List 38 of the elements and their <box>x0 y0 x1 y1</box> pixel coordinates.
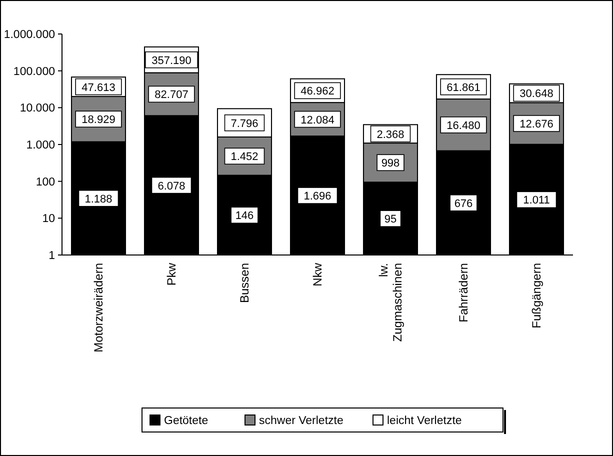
data-label: 676 <box>454 198 473 210</box>
legend-label: schwer Verletzte <box>259 415 344 427</box>
y-tick-label: 1.000 <box>26 140 55 152</box>
data-label: 12.676 <box>520 118 554 130</box>
data-label: 95 <box>384 214 397 226</box>
x-tick-label: Motorzweirädern <box>92 263 106 352</box>
y-tick-label: 1 <box>48 250 55 262</box>
x-tick-label: Nkw <box>310 262 324 286</box>
data-label: 146 <box>235 210 254 222</box>
x-tick-label: Fußgängern <box>530 263 544 328</box>
data-label: 12.084 <box>300 114 334 126</box>
data-label: 2.368 <box>376 128 404 141</box>
data-label: 82.707 <box>154 89 188 102</box>
data-label: 1.452 <box>230 151 258 164</box>
data-label: 357.190 <box>152 54 192 67</box>
data-label: 998 <box>381 158 400 170</box>
data-label: 1.696 <box>304 190 332 203</box>
x-tick-label: Fahrrädern <box>456 263 470 322</box>
y-tick-label: 100 <box>36 176 55 188</box>
data-label: 7.796 <box>230 118 258 130</box>
x-tick-label: lw. Zugmaschinen <box>376 263 404 342</box>
data-label: 1.188 <box>84 193 112 206</box>
data-label: 47.613 <box>82 82 116 94</box>
data-label: 1.011 <box>523 194 550 207</box>
data-label: 16.480 <box>446 120 480 132</box>
y-tick-label: 100.000 <box>13 66 55 78</box>
legend-label: leicht Verletzte <box>387 415 462 427</box>
data-label: 46.962 <box>300 86 334 98</box>
legend-label: Getötete <box>164 415 208 427</box>
data-label: 61.861 <box>446 82 480 94</box>
y-tick-label: 10 <box>42 213 55 226</box>
y-tick-label: 10.000 <box>20 102 55 115</box>
data-label: 30.648 <box>520 88 554 100</box>
x-tick-label: Bussen <box>238 263 252 304</box>
y-tick-label: 1.000.000 <box>4 29 55 41</box>
data-label: 18.929 <box>82 114 116 126</box>
data-label: 6.078 <box>158 180 186 192</box>
x-tick-label: Pkw <box>164 262 178 286</box>
